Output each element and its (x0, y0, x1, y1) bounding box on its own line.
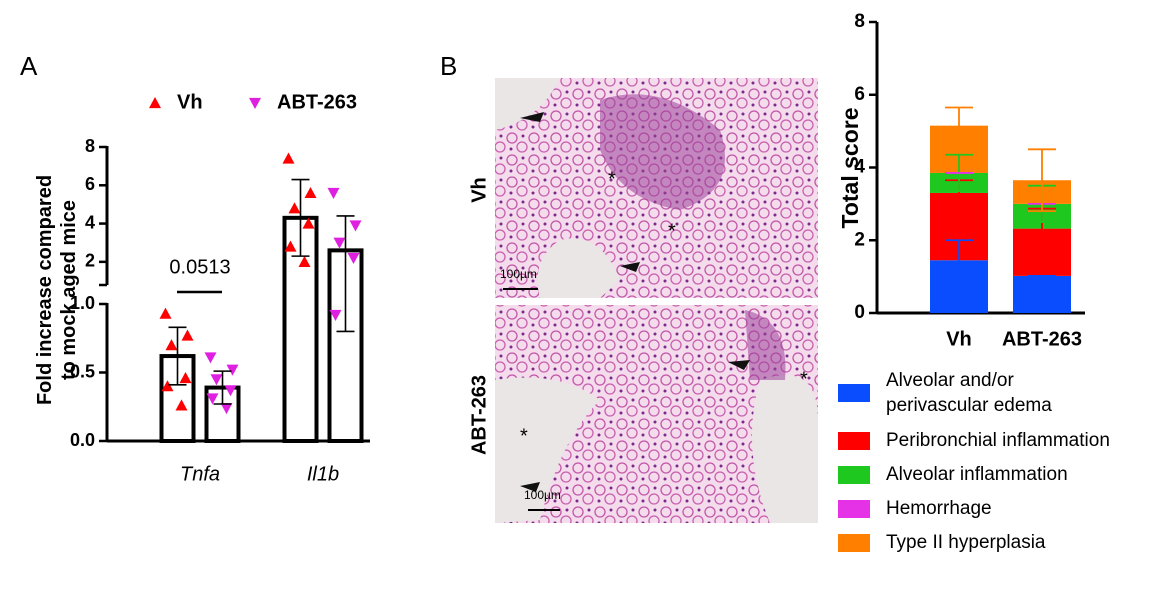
data-point (210, 374, 223, 386)
legend-item: Type II hyperplasia (838, 532, 1110, 554)
legend-item: Alveolar and/or perivascular edema (838, 368, 1110, 418)
y-tick-label: 4 (85, 212, 95, 232)
y-tick-label: 0.5 (70, 361, 95, 381)
legend-item: Alveolar inflammation (838, 464, 1110, 486)
y-tick-label: 0.0 (70, 430, 95, 450)
data-point (347, 252, 360, 265)
legend-label: Peribronchial inflammation (886, 430, 1110, 451)
legend-swatch (838, 534, 870, 552)
error-bar (291, 178, 310, 257)
y-tick-label: 8 (854, 11, 865, 32)
scale-bar: 100µm (524, 488, 561, 502)
y-tick-label: 8 (85, 136, 95, 156)
data-point (298, 255, 311, 267)
y-axis-label-line: Fold increase compared (34, 175, 56, 405)
mark: * (520, 425, 528, 447)
data-point (175, 399, 188, 411)
y-axis-label: Fold increase compared to mock aged mice (34, 175, 80, 405)
annotation: 0.0513 (169, 256, 230, 278)
data-point (226, 364, 239, 376)
y-tick-label: 4 (854, 157, 865, 178)
data-point (304, 186, 317, 199)
legend-swatch (838, 466, 870, 484)
x-tick-label: ABT-263 (1002, 328, 1082, 350)
y-tick-label: 1.0 (70, 293, 95, 313)
data-point (165, 339, 178, 351)
x-tick-label: Vh (946, 328, 972, 350)
y-tick-label: 2 (854, 229, 865, 250)
data-point (333, 237, 346, 249)
legend-swatch (838, 384, 870, 402)
y-tick-label: 2 (85, 251, 95, 271)
row-label: ABT-263 (468, 375, 490, 455)
data-point (161, 380, 174, 392)
y-tick-label: 0 (854, 302, 865, 323)
legend-marker (249, 97, 261, 109)
legend-item: Hemorrhage (838, 498, 1110, 520)
legend: Alveolar and/or perivascular edema Peribr… (838, 368, 1110, 566)
legend-label: Type II hyperplasia (886, 532, 1046, 553)
x-tick-label: Il1b (307, 463, 339, 485)
legend-marker (149, 97, 161, 109)
legend-label: Hemorrhage (886, 498, 992, 519)
legend-item: Peribronchial inflammation (838, 430, 1110, 452)
panel-label: A (20, 51, 38, 81)
error-bar (336, 215, 355, 333)
y-tick-label: 6 (854, 84, 865, 105)
error-bar (945, 106, 973, 145)
data-point (224, 385, 237, 397)
data-point (327, 187, 340, 199)
histology-vh: * * 100µm (495, 78, 818, 298)
data-point (349, 220, 362, 232)
legend-swatch (838, 500, 870, 518)
legend-label: Alveolar inflammation (886, 464, 1068, 485)
legend-label: Alveolar and/or perivascular edema (886, 370, 1052, 416)
data-point (329, 309, 342, 321)
error-bar (213, 370, 232, 405)
mark: * (800, 368, 808, 390)
scale-bar: 100µm (500, 267, 537, 281)
data-point (206, 393, 219, 405)
data-point (284, 240, 297, 252)
histology-abt: * * 100µm (495, 305, 818, 523)
legend-label: ABT-263 (277, 91, 357, 113)
data-point (282, 152, 295, 164)
x-tick-label: Tnfa (180, 463, 220, 485)
error-bar (945, 239, 973, 282)
data-point (181, 329, 194, 341)
data-point (288, 202, 301, 214)
mark: * (668, 220, 676, 242)
y-tick-label: 6 (85, 174, 95, 194)
error-bar (168, 326, 187, 386)
bar-segment (1013, 275, 1071, 313)
y-axis-label-line: to mock aged mice (58, 200, 80, 380)
legend-label: Vh (177, 91, 203, 113)
y-axis-label: Total score (837, 108, 863, 229)
data-point (302, 217, 315, 229)
data-point (204, 352, 217, 364)
data-point (179, 371, 192, 384)
mark: * (608, 168, 616, 190)
row-label: Vh (468, 177, 490, 203)
data-point (220, 403, 233, 415)
error-bar (1028, 148, 1056, 213)
legend-swatch (838, 432, 870, 450)
panel-label: B (440, 51, 457, 81)
data-point (159, 307, 172, 319)
